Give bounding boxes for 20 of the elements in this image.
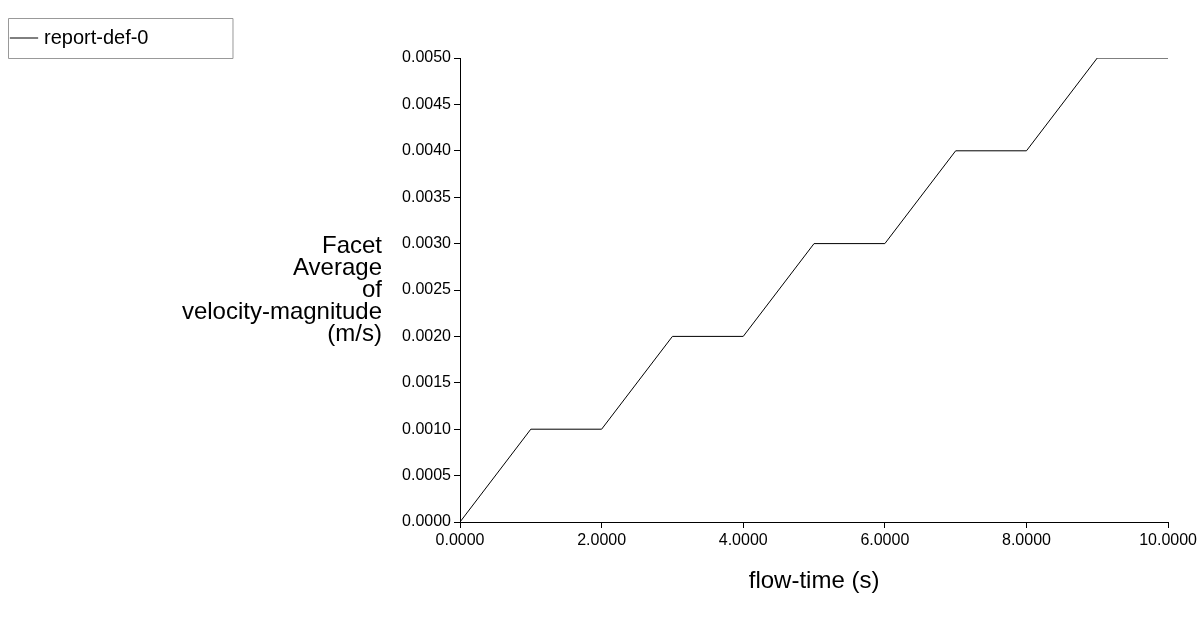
y-axis-title: Facet Average of velocity-magnitude (m/s) [181,230,383,346]
x-tick-label: 0.0000 [435,531,485,549]
x-tick-label: 2.0000 [577,531,627,549]
y-tick-label: 0.0005 [402,466,452,484]
y-tick-label: 0.0040 [402,141,452,159]
x-tick-label: 8.0000 [1002,531,1052,549]
x-tick-label: 6.0000 [860,531,910,549]
y-tick-label: 0.0035 [402,187,452,205]
y-tick-label: 0.0015 [402,373,452,391]
y-tick-label: 0.0025 [402,280,452,298]
legend-label: report-def-0 [44,25,149,48]
x-axis-title: flow-time (s) [748,566,880,594]
x-tick-label: 10.0000 [1139,531,1198,549]
y-tick-label: 0.0050 [402,48,452,66]
y-tick-label: 0.0030 [402,234,452,252]
y-tick-label: 0.0045 [402,94,452,112]
y-tick-label: 0.0000 [402,512,452,530]
x-tick-label: 4.0000 [718,531,768,549]
y-tick-label: 0.0020 [402,326,452,344]
y-tick-label: 0.0010 [402,419,452,437]
